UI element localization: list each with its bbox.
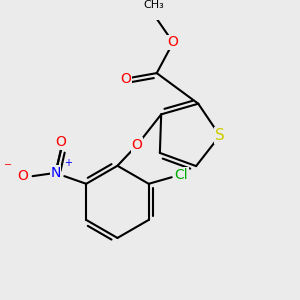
- Text: +: +: [64, 158, 72, 168]
- Text: O: O: [17, 169, 28, 183]
- Text: S: S: [215, 128, 225, 143]
- Text: O: O: [121, 72, 131, 86]
- Text: O: O: [168, 35, 178, 50]
- Text: −: −: [4, 160, 13, 170]
- Text: Cl: Cl: [175, 168, 188, 182]
- Text: O: O: [132, 138, 142, 152]
- Text: O: O: [56, 135, 67, 149]
- Text: N: N: [50, 166, 61, 180]
- Text: CH₃: CH₃: [143, 0, 164, 10]
